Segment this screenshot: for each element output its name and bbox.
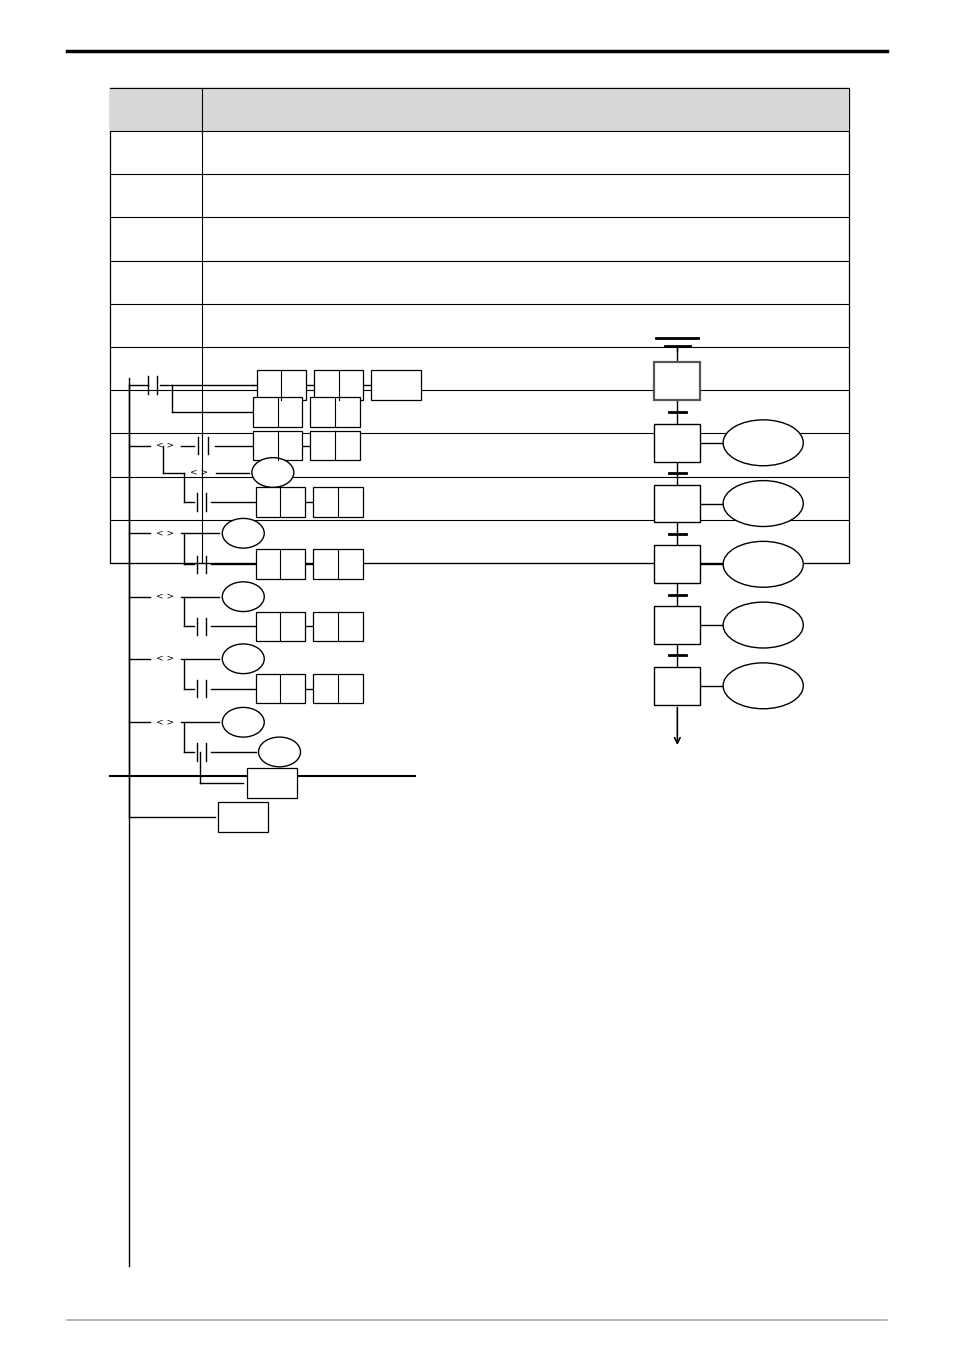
Bar [253,397,302,427]
Text: < >: < > [156,593,173,601]
Ellipse shape [252,458,294,487]
Bar [654,667,700,705]
Bar [310,431,359,460]
Bar [654,606,700,644]
Ellipse shape [258,737,300,767]
Ellipse shape [222,707,264,737]
Text: < >: < > [191,468,208,477]
Bar [314,370,363,400]
Bar [654,545,700,583]
Bar [654,424,700,462]
Bar [313,612,362,641]
Bar [654,485,700,522]
Bar [255,549,305,579]
Bar [255,674,305,703]
Bar [218,802,268,832]
Bar [313,674,362,703]
Ellipse shape [722,541,802,587]
Bar [255,612,305,641]
Ellipse shape [222,644,264,674]
Bar [313,549,362,579]
Text: < >: < > [156,441,173,450]
Bar [256,370,306,400]
Bar [253,431,302,460]
Bar [110,88,848,563]
Text: < >: < > [156,718,173,726]
Bar [371,370,420,400]
Bar [247,768,296,798]
Text: < >: < > [156,655,173,663]
Ellipse shape [722,420,802,466]
Bar [654,362,700,400]
Bar [310,397,359,427]
Bar [110,88,848,131]
Bar [255,487,305,517]
Ellipse shape [222,518,264,548]
Text: < >: < > [156,529,173,537]
Ellipse shape [722,602,802,648]
Bar [313,487,362,517]
Ellipse shape [722,663,802,709]
Ellipse shape [722,481,802,526]
Ellipse shape [222,582,264,612]
